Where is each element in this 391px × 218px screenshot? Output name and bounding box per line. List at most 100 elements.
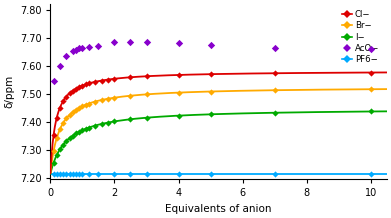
Point [99, 98, 105, 102]
Point [76, 106, 83, 109]
Point [127, 173, 134, 176]
Point [79, 46, 86, 50]
Point [176, 173, 182, 176]
Point [63, 117, 70, 120]
Point [73, 48, 79, 51]
Point [54, 173, 60, 176]
Point [86, 126, 92, 129]
Point [66, 113, 73, 117]
Point [63, 95, 70, 98]
Point [73, 132, 79, 135]
Point [63, 139, 70, 143]
Point [368, 173, 374, 176]
Point [127, 75, 134, 79]
Point [92, 124, 99, 127]
Point [208, 72, 214, 76]
Point [63, 54, 70, 58]
Point [76, 47, 83, 50]
Point [50, 161, 57, 165]
Point [79, 104, 86, 108]
Point [76, 173, 83, 176]
Point [143, 40, 150, 44]
Point [57, 147, 63, 151]
Point [95, 44, 102, 48]
Point [60, 173, 66, 176]
Legend: Cl−, Br−, I−, AcO−, PF6−: Cl−, Br−, I−, AcO−, PF6− [342, 10, 379, 64]
Point [73, 87, 79, 90]
Point [127, 40, 134, 44]
X-axis label: Equivalents of anion: Equivalents of anion [165, 204, 272, 214]
Point [86, 102, 92, 105]
Point [70, 110, 76, 114]
Point [208, 90, 214, 93]
Point [79, 128, 86, 132]
Point [92, 100, 99, 103]
Point [70, 89, 76, 92]
Point [105, 78, 111, 81]
Point [79, 173, 86, 176]
Point [143, 173, 150, 176]
Point [83, 83, 89, 86]
Point [57, 106, 63, 109]
Y-axis label: δ/ppm: δ/ppm [4, 75, 14, 108]
Point [83, 127, 89, 131]
Point [272, 46, 278, 49]
Point [272, 89, 278, 92]
Point [111, 96, 118, 99]
Point [86, 45, 92, 49]
Point [92, 80, 99, 83]
Point [368, 110, 374, 113]
Point [50, 149, 57, 153]
Point [272, 72, 278, 75]
Point [143, 93, 150, 96]
Point [105, 97, 111, 100]
Point [99, 79, 105, 82]
Point [208, 43, 214, 46]
Point [99, 122, 105, 126]
Point [60, 99, 66, 103]
Point [111, 120, 118, 123]
Point [50, 173, 57, 176]
Point [208, 173, 214, 176]
Point [70, 134, 76, 137]
Point [127, 94, 134, 97]
Point [54, 153, 60, 157]
Point [111, 173, 118, 176]
Point [70, 49, 76, 53]
Point [66, 136, 73, 140]
Point [105, 121, 111, 124]
Point [111, 41, 118, 44]
Point [50, 133, 57, 137]
Point [272, 111, 278, 114]
Point [66, 91, 73, 95]
Point [176, 73, 182, 77]
Point [176, 42, 182, 45]
Point [60, 143, 66, 146]
Point [176, 91, 182, 94]
Point [368, 87, 374, 91]
Point [57, 128, 63, 131]
Point [76, 130, 83, 133]
Point [73, 108, 79, 111]
Point [76, 85, 83, 89]
Point [111, 77, 118, 80]
Point [176, 114, 182, 117]
Point [54, 136, 60, 140]
Point [50, 79, 57, 83]
Point [70, 173, 76, 176]
Point [83, 103, 89, 106]
Point [60, 121, 66, 125]
Point [66, 173, 73, 176]
Point [143, 116, 150, 119]
Point [73, 173, 79, 176]
Point [86, 173, 92, 176]
Point [57, 64, 63, 68]
Point [272, 173, 278, 176]
Point [57, 173, 63, 176]
Point [54, 116, 60, 119]
Point [368, 71, 374, 74]
Point [208, 112, 214, 116]
Point [86, 82, 92, 85]
Point [79, 84, 86, 87]
Point [127, 118, 134, 121]
